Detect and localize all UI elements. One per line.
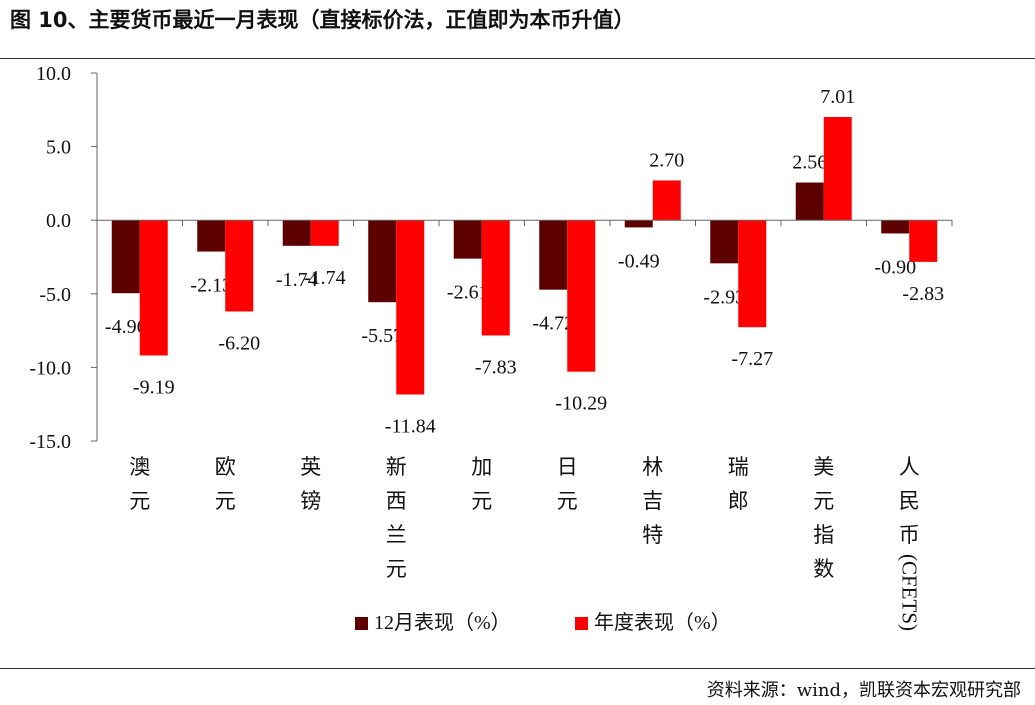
bar-annual bbox=[310, 220, 339, 246]
bar-12m bbox=[881, 220, 910, 234]
data-label: 7.01 bbox=[820, 86, 855, 108]
y-tick-label: 5.0 bbox=[46, 137, 71, 159]
bar-annual bbox=[567, 220, 596, 372]
bar-annual bbox=[823, 117, 852, 221]
data-label: -6.20 bbox=[218, 332, 260, 354]
data-label: -0.49 bbox=[618, 250, 660, 272]
category-label: 人民币 bbox=[899, 455, 920, 547]
data-label: -2.13 bbox=[190, 275, 232, 297]
category-label: 英镑 bbox=[300, 455, 321, 513]
bar-annual bbox=[652, 180, 681, 221]
chart-title: 图 10、主要货币最近一月表现（直接标价法，正值即为本币升值） bbox=[10, 8, 635, 32]
bar-12m bbox=[197, 220, 226, 252]
category-label: 林吉特 bbox=[642, 455, 663, 547]
bar-annual bbox=[481, 220, 510, 336]
y-tick-label: -5.0 bbox=[39, 284, 71, 306]
bar-12m bbox=[111, 220, 140, 294]
source-note: 资料来源：wind，凯联资本宏观研究部 bbox=[706, 680, 1021, 701]
category-label: 美元指数 bbox=[813, 455, 834, 581]
data-label: 2.56 bbox=[792, 152, 827, 174]
legend-label: 12月表现（%） bbox=[374, 611, 511, 634]
data-label: -2.61 bbox=[447, 282, 489, 304]
data-label: -2.93 bbox=[703, 286, 745, 308]
category-label: 新西兰元 bbox=[386, 455, 407, 581]
data-label: -7.27 bbox=[731, 348, 773, 370]
data-label: -4.72 bbox=[532, 313, 574, 335]
data-label: -1.74 bbox=[276, 269, 318, 291]
data-label: -1.74 bbox=[304, 267, 346, 289]
data-label: 2.70 bbox=[649, 149, 684, 171]
bar-12m bbox=[795, 182, 824, 221]
data-label: -4.96 bbox=[105, 316, 147, 338]
category-label: 日元 bbox=[557, 455, 578, 513]
data-label: -5.57 bbox=[361, 325, 403, 347]
data-label: -2.83 bbox=[902, 283, 944, 305]
data-label: -9.19 bbox=[133, 376, 175, 398]
bar-12m bbox=[282, 220, 311, 246]
data-label: -10.29 bbox=[555, 393, 607, 415]
bar-12m bbox=[453, 220, 482, 259]
bar-12m bbox=[624, 220, 653, 228]
legend-label: 年度表现（%） bbox=[594, 611, 731, 634]
bottom-rule bbox=[0, 668, 1035, 669]
category-label: 欧元 bbox=[215, 455, 236, 513]
y-tick-label: 0.0 bbox=[46, 210, 71, 232]
bar-12m bbox=[539, 220, 568, 290]
category-label: 瑞郎 bbox=[728, 455, 749, 513]
legend-swatch bbox=[355, 617, 368, 630]
y-tick-label: 10.0 bbox=[36, 63, 71, 85]
top-rule bbox=[0, 58, 1035, 59]
category-label-suffix: (CFETS) bbox=[897, 554, 921, 631]
bar-annual bbox=[738, 220, 767, 328]
bar-annual bbox=[396, 220, 425, 395]
bar-12m bbox=[368, 220, 397, 303]
bar-12m bbox=[710, 220, 739, 264]
bar-annual bbox=[909, 220, 938, 262]
bar-annual bbox=[225, 220, 254, 312]
category-label: 加元 bbox=[471, 455, 492, 513]
legend-swatch bbox=[575, 617, 588, 630]
bar-annual bbox=[139, 220, 168, 356]
category-label: 澳元 bbox=[129, 455, 150, 513]
y-tick-label: -15.0 bbox=[29, 431, 71, 453]
y-tick-label: -10.0 bbox=[29, 357, 71, 379]
data-label: -7.83 bbox=[475, 356, 517, 378]
data-label: -11.84 bbox=[385, 415, 436, 437]
data-label: -0.90 bbox=[874, 256, 916, 278]
